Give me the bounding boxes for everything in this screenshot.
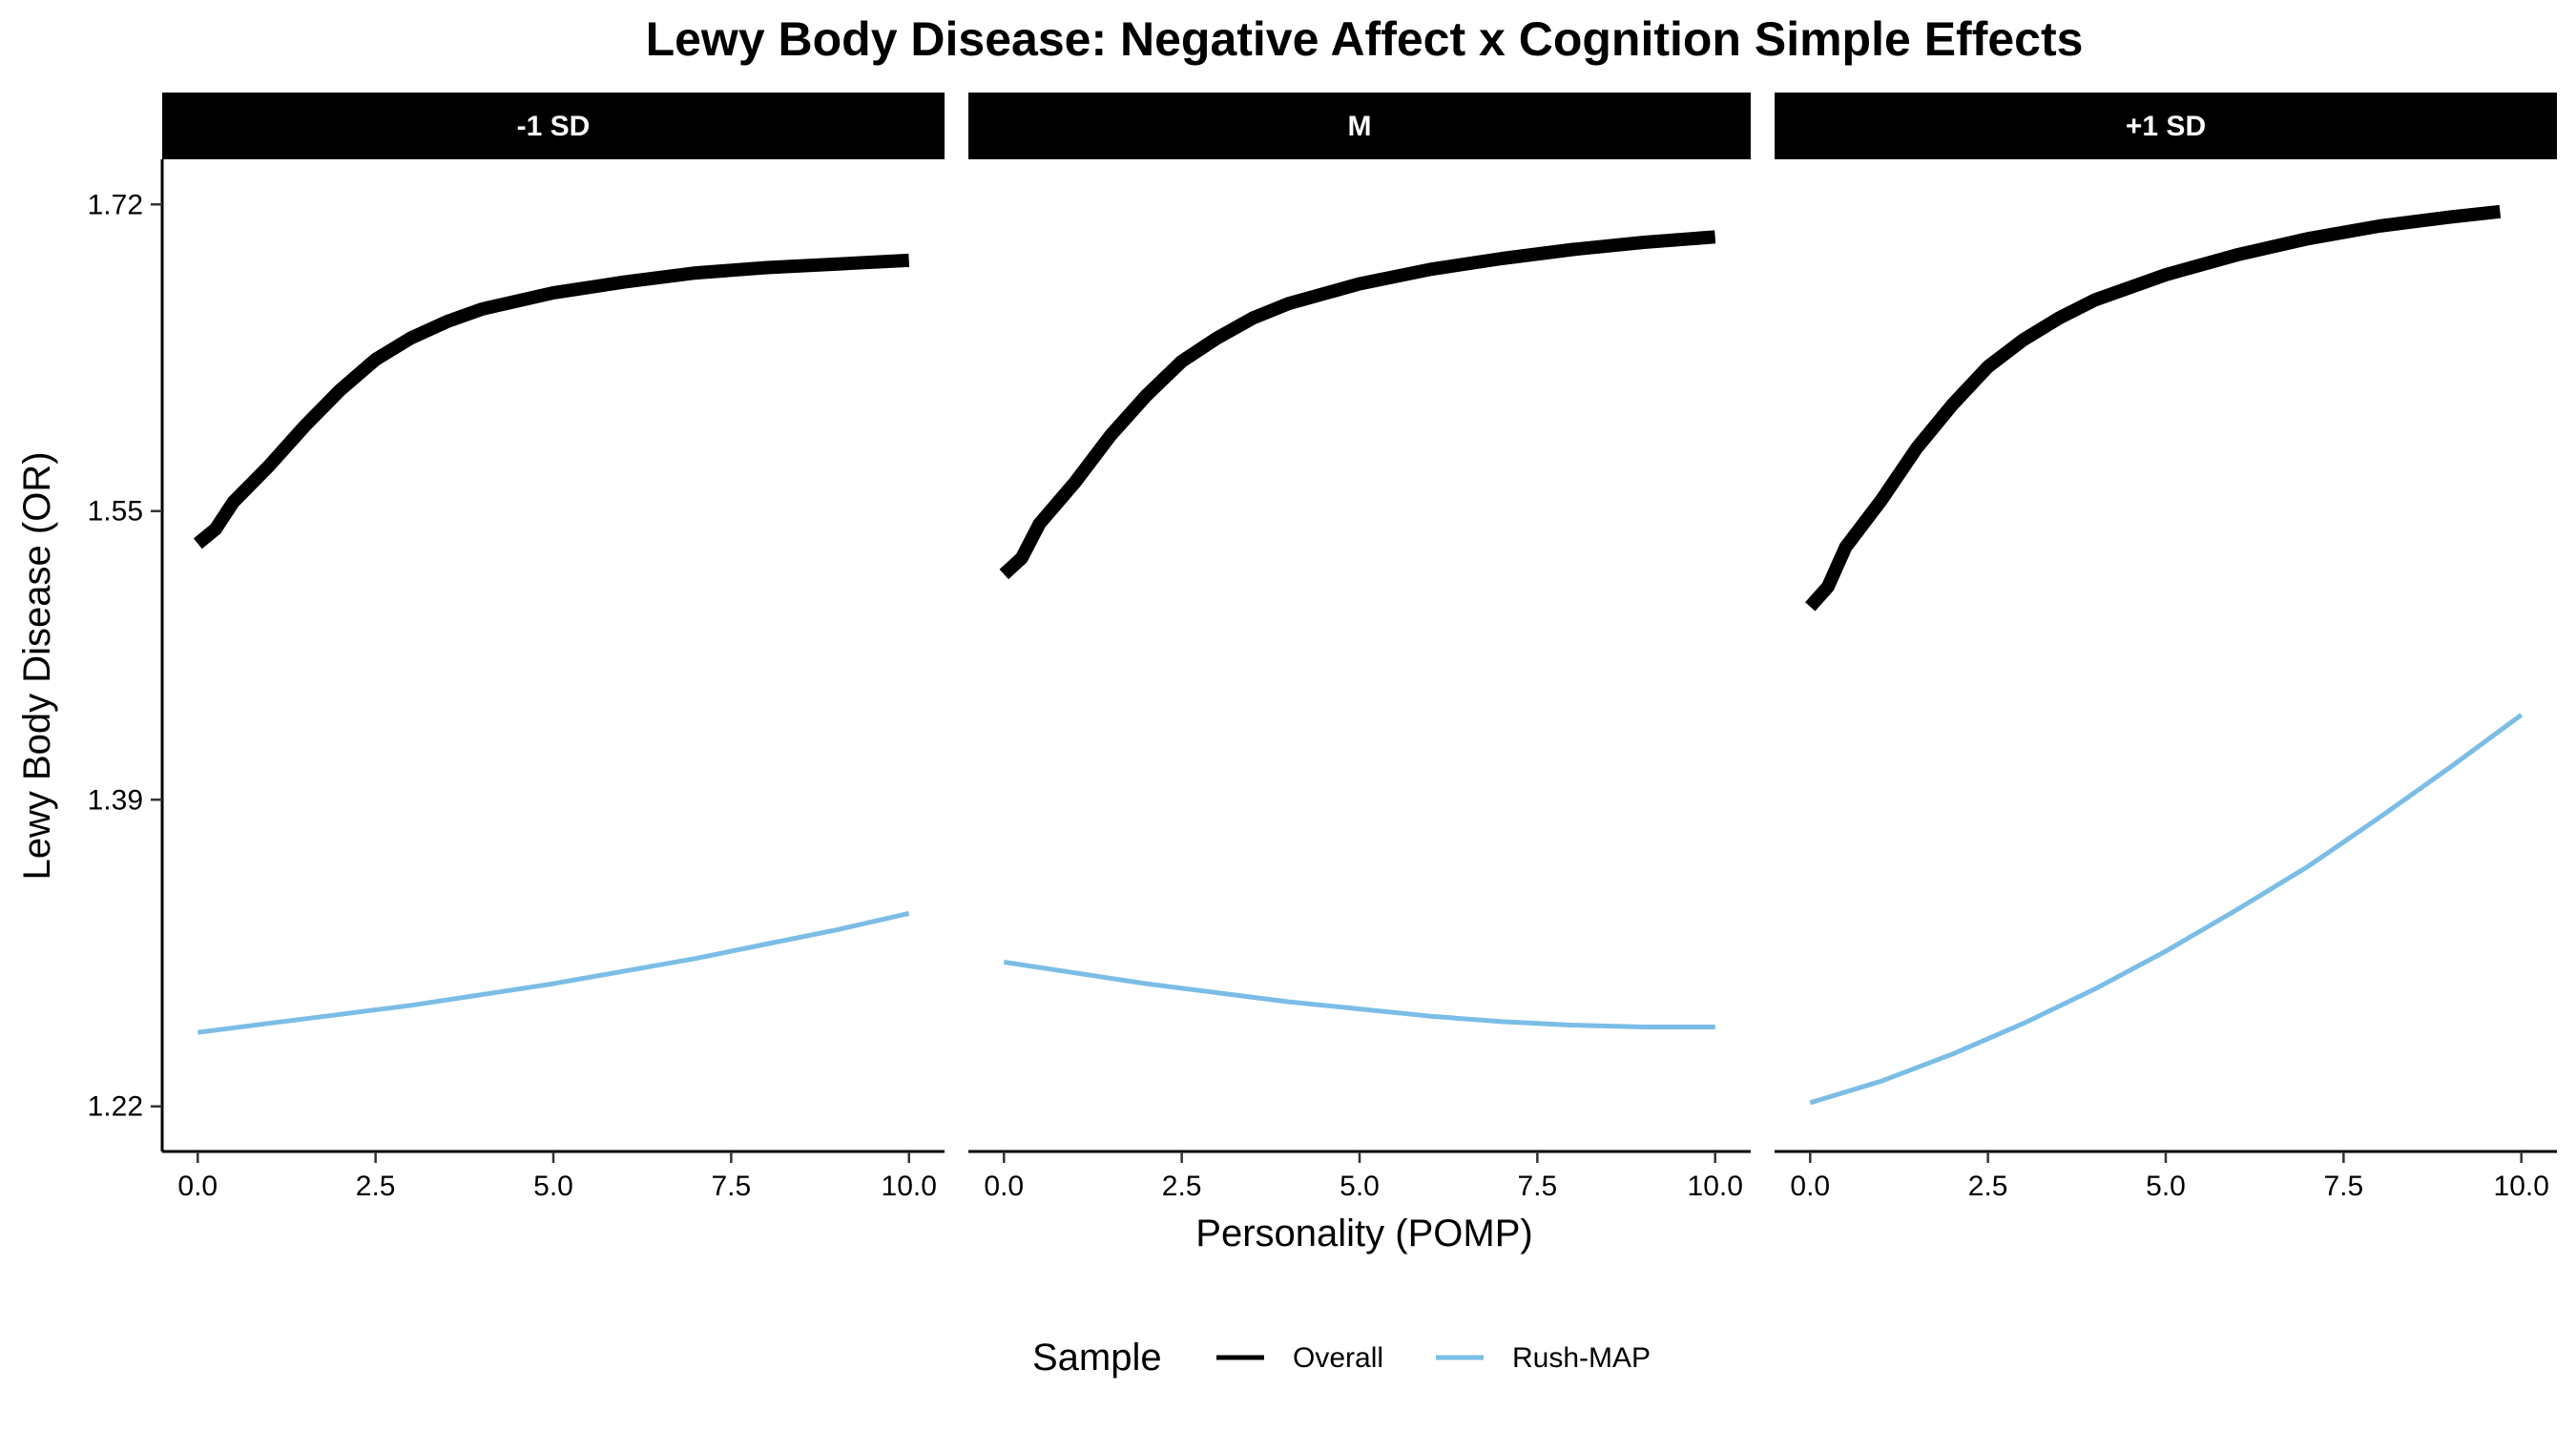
series-line-overall bbox=[1805, 204, 2502, 612]
y-tick-label: 1.22 bbox=[88, 1091, 143, 1123]
panels: -1 SD 0.0 2.5 5.0 7.5 10.0 1.22 1.39 1.55 1.72 M 0.… bbox=[88, 93, 2557, 1202]
legend-title: Sample bbox=[1032, 1337, 1162, 1379]
x-tick-label: 10.0 bbox=[2494, 1171, 2549, 1202]
chart-title: Lewy Body Disease: Negative Affect x Cog… bbox=[646, 12, 2084, 66]
x-tick-label: 0.0 bbox=[177, 1171, 218, 1202]
x-tick-label: 7.5 bbox=[712, 1171, 752, 1202]
x-tick-label: 2.5 bbox=[1968, 1171, 2008, 1202]
x-tick-label: 0.0 bbox=[984, 1171, 1024, 1202]
strip-m bbox=[968, 93, 1751, 159]
strip-label: -1 SD bbox=[517, 111, 591, 142]
x-tick-label: 7.5 bbox=[2324, 1171, 2364, 1202]
strip-label: +1 SD bbox=[2126, 111, 2206, 142]
y-tick-label: 1.55 bbox=[88, 496, 143, 528]
legend-label-overall: Overall bbox=[1293, 1342, 1383, 1374]
series-line-rushminus-map bbox=[197, 910, 910, 1035]
x-tick-label: 0.0 bbox=[1790, 1171, 1830, 1202]
x-tick-label: 5.0 bbox=[2146, 1171, 2186, 1202]
x-tick-label: 10.0 bbox=[882, 1171, 937, 1202]
panel-plus1-sd: +1 SD 0.0 2.5 5.0 7.5 10.0 bbox=[1775, 93, 2557, 1202]
y-axis-title: Lewy Body Disease (OR) bbox=[16, 451, 58, 880]
legend-entries: Overall Rush-MAP bbox=[1216, 1342, 1651, 1374]
panel-m: M 0.0 2.5 5.0 7.5 10.0 bbox=[968, 93, 1751, 1202]
x-tick-label: 5.0 bbox=[1340, 1171, 1380, 1202]
x-tick-label: 10.0 bbox=[1688, 1171, 1743, 1202]
x-tick-label: 2.5 bbox=[356, 1171, 396, 1202]
legend-label-rushminus-map: Rush-MAP bbox=[1512, 1342, 1651, 1374]
y-tick-label: 1.72 bbox=[88, 189, 143, 220]
strip-minus-1-sd bbox=[162, 93, 945, 159]
x-tick-label: 2.5 bbox=[1162, 1171, 1202, 1202]
x-axis-title: Personality (POMP) bbox=[1195, 1213, 1532, 1255]
series-line-overall bbox=[193, 253, 910, 550]
series-line-rushminus-map bbox=[1809, 713, 2524, 1106]
x-tick-label: 5.0 bbox=[533, 1171, 573, 1202]
legend: Sample Overall Rush-MAP bbox=[1032, 1337, 1651, 1379]
panel-minus-1-sd: -1 SD 0.0 2.5 5.0 7.5 10.0 1.22 1.39 1.55 1.72 bbox=[88, 93, 945, 1202]
y-tick-label: 1.39 bbox=[88, 784, 143, 816]
strip-label: M bbox=[1348, 111, 1372, 142]
series-line-overall bbox=[999, 230, 1716, 580]
x-tick-label: 7.5 bbox=[1518, 1171, 1558, 1202]
series-line-rushminus-map bbox=[1003, 960, 1715, 1029]
strip-plus1-sd bbox=[1775, 93, 2557, 159]
